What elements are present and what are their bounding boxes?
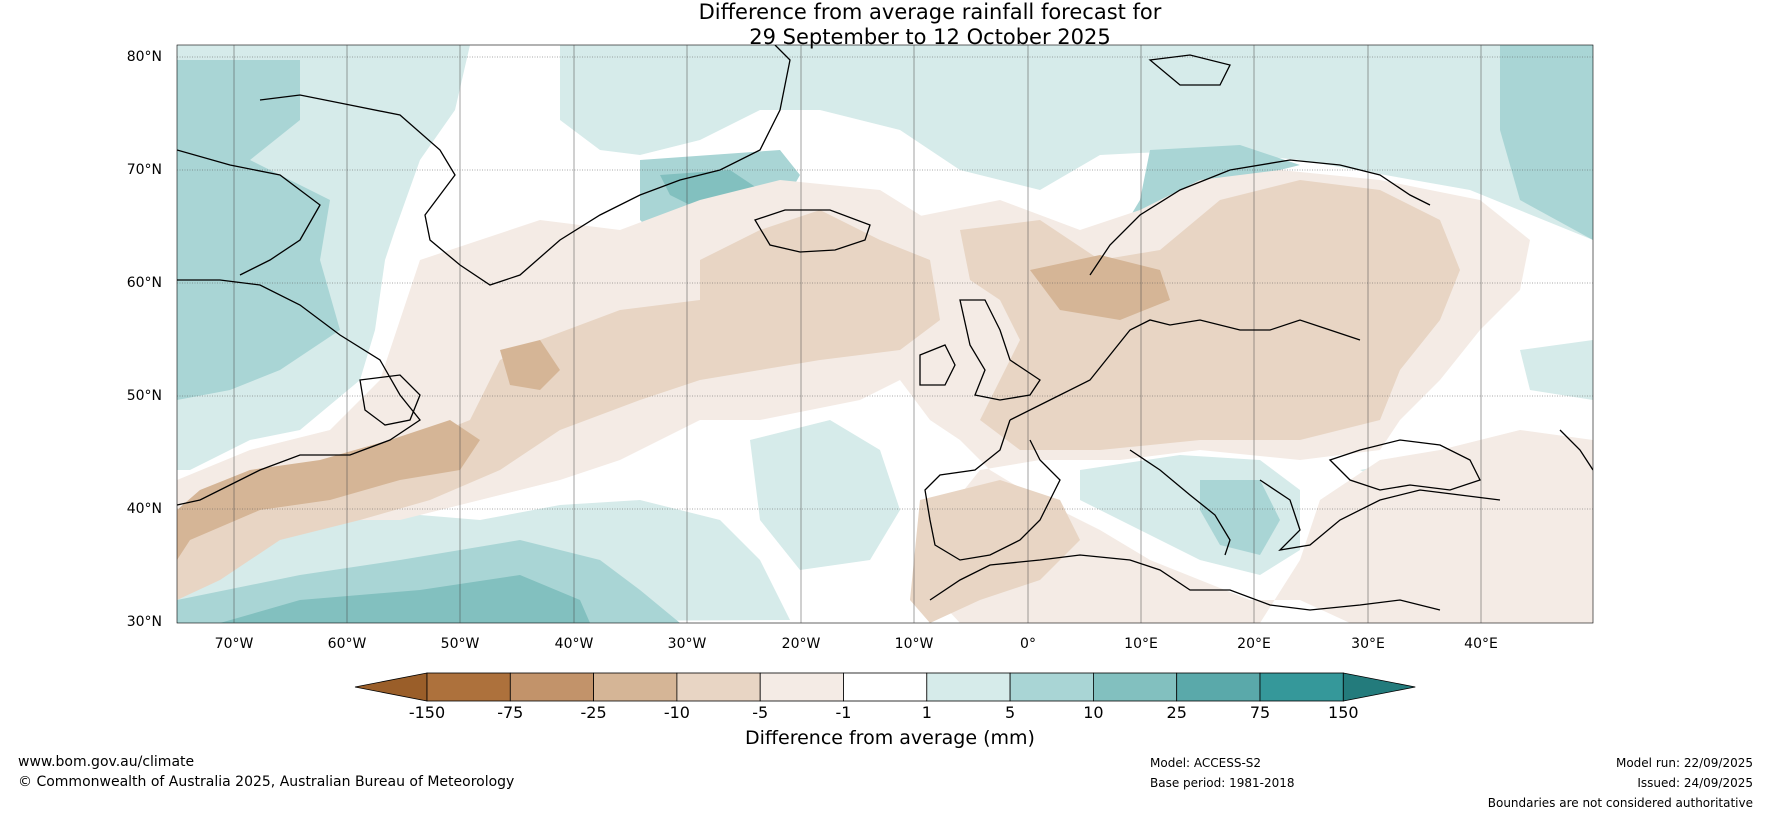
lon-label-10e: 10°E xyxy=(1124,636,1158,652)
lon-label-10w: 10°W xyxy=(894,636,934,652)
lat-label-60n: 60°N xyxy=(126,275,162,291)
map-area xyxy=(177,45,1593,623)
lon-label-20w: 20°W xyxy=(781,636,821,652)
coastline-labrador xyxy=(177,279,421,506)
footer-issued: Issued: 24/09/2025 xyxy=(1637,776,1753,790)
colorbar-segment xyxy=(1093,672,1178,702)
footer-model: Model: ACCESS-S2 xyxy=(1150,756,1262,770)
coastline-newfoundland xyxy=(359,374,421,426)
lon-label-30e: 30°E xyxy=(1351,636,1385,652)
footer-copyright: © Commonwealth of Australia 2025, Austra… xyxy=(18,774,515,790)
coastline-british-isles xyxy=(959,299,1041,401)
colorbar-tick-label: 1 xyxy=(921,703,932,722)
title-line-2: 29 September to 12 October 2025 xyxy=(749,25,1111,49)
lon-label-60w: 60°W xyxy=(327,636,367,652)
dry-region-atlantic-spot xyxy=(500,340,560,390)
coastline-north-africa xyxy=(929,554,1441,611)
lat-label-70n: 70°N xyxy=(126,162,162,178)
coastline-greece-turkey xyxy=(1259,479,1501,551)
colorbar-title: Difference from average (mm) xyxy=(745,727,1035,749)
wet-region-canada-labrador-core xyxy=(177,60,340,400)
colorbar-segment xyxy=(759,672,844,702)
colorbar-tick-label: 25 xyxy=(1166,703,1187,722)
wet-region-subtropical-atlantic-core xyxy=(220,575,590,623)
lon-label-40w: 40°W xyxy=(554,636,594,652)
lat-label-50n: 50°N xyxy=(126,388,162,404)
colorbar-segment xyxy=(426,672,511,702)
wet-region-barents xyxy=(1500,45,1593,240)
footer-model-run: Model run: 22/09/2025 xyxy=(1615,756,1753,770)
lat-label-40n: 40°N xyxy=(126,501,162,517)
lon-label-20e: 20°E xyxy=(1237,636,1271,652)
coastline-baffin xyxy=(177,149,321,276)
colorbar-tick-label: 10 xyxy=(1083,703,1104,722)
wet-region-italy-balkans-core xyxy=(1200,480,1280,555)
colorbar-tick-label: 5 xyxy=(1005,703,1016,722)
colorbar-tick-label: 75 xyxy=(1249,703,1271,722)
footer-website: www.bom.gov.au/climate xyxy=(18,754,195,770)
colorbar-segment xyxy=(1176,672,1261,702)
colorbar-segment xyxy=(676,672,761,702)
colorbar xyxy=(354,672,1416,702)
colorbar-tick-label: -1 xyxy=(835,703,852,722)
coastlines xyxy=(177,45,1593,611)
colorbar-segment xyxy=(509,672,594,702)
coastline-italy xyxy=(1129,449,1231,556)
dry-region-atlantic-core xyxy=(177,420,480,560)
colorbar-extend-low xyxy=(354,672,428,702)
coastline-black-sea xyxy=(1328,439,1481,491)
footer-disclaimer: Boundaries are not considered authoritat… xyxy=(1487,796,1753,810)
colorbar-tick-label: -5 xyxy=(752,703,769,722)
dry-region-iberia xyxy=(910,480,1080,623)
lon-label-50w: 50°W xyxy=(440,636,480,652)
lon-label-70w: 70°W xyxy=(214,636,254,652)
colorbar-tick-label: -25 xyxy=(580,703,607,722)
coastline-europe-mainland xyxy=(1009,319,1361,421)
lon-label-0: 0° xyxy=(1020,636,1036,652)
coastline-svalbard xyxy=(1148,54,1231,86)
colorbar-segment xyxy=(1009,672,1094,702)
coastline-greenland xyxy=(259,45,791,286)
coastline-iceland xyxy=(754,209,871,253)
colorbar-segment xyxy=(926,672,1011,702)
wet-region-azores xyxy=(750,420,900,570)
colorbar-segment xyxy=(843,672,928,702)
footer-base-period: Base period: 1981-2018 xyxy=(1150,776,1295,790)
colorbar-extend-high xyxy=(1342,672,1416,702)
map-title: Difference from average rainfall forecas… xyxy=(0,0,1770,50)
graticule xyxy=(177,56,1593,510)
lat-label-80n: 80°N xyxy=(126,49,162,65)
colorbar-segment xyxy=(593,672,678,702)
coastline-ireland xyxy=(919,344,956,386)
title-line-1: Difference from average rainfall forecas… xyxy=(698,0,1162,24)
meridians xyxy=(233,45,1482,623)
lon-label-40e: 40°E xyxy=(1464,636,1498,652)
dry-region-scandinavia-core xyxy=(1030,255,1170,320)
map-frame xyxy=(176,44,1594,624)
colorbar-segment xyxy=(1259,672,1344,702)
coastline-norway xyxy=(1089,159,1431,276)
dry-region-atlantic-band xyxy=(177,210,940,600)
colorbar-tick-label: -75 xyxy=(497,703,524,722)
colorbar-tick-label: -150 xyxy=(408,703,446,722)
lat-label-30n: 30°N xyxy=(126,614,162,630)
colorbar-tick-label: 150 xyxy=(1328,703,1359,722)
coastline-iberia xyxy=(924,419,1061,561)
wet-region-norway-coast xyxy=(1110,145,1300,250)
wet-region-caspian xyxy=(1520,340,1593,400)
coastline-caspian xyxy=(1559,429,1593,471)
lon-label-30w: 30°W xyxy=(667,636,707,652)
wet-region-north-atlantic-top xyxy=(560,45,1593,240)
colorbar-tick-label: -10 xyxy=(663,703,690,722)
